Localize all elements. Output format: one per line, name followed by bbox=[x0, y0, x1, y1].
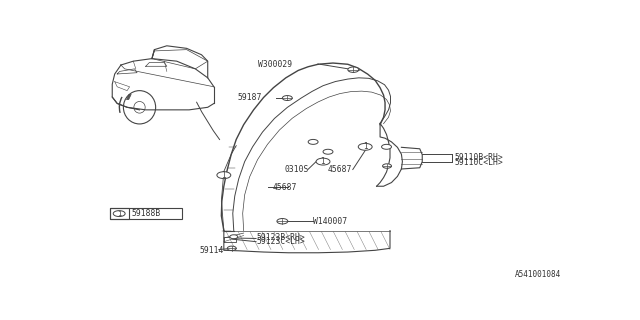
Circle shape bbox=[282, 96, 292, 100]
Text: W140007: W140007 bbox=[313, 217, 348, 226]
Text: 1: 1 bbox=[363, 142, 367, 151]
Text: 45687: 45687 bbox=[328, 165, 353, 174]
Text: 59188B: 59188B bbox=[132, 209, 161, 218]
Text: 59110B<RH>: 59110B<RH> bbox=[454, 153, 503, 163]
Text: 59114: 59114 bbox=[199, 246, 223, 255]
Circle shape bbox=[348, 67, 359, 72]
Circle shape bbox=[230, 235, 237, 239]
Text: 59110C<LH>: 59110C<LH> bbox=[454, 158, 503, 167]
Text: 1: 1 bbox=[321, 157, 325, 166]
Circle shape bbox=[358, 143, 372, 150]
Circle shape bbox=[323, 149, 333, 154]
Circle shape bbox=[227, 246, 236, 251]
Circle shape bbox=[277, 219, 288, 224]
Text: 1: 1 bbox=[221, 171, 226, 180]
Text: 1: 1 bbox=[117, 211, 122, 217]
Circle shape bbox=[113, 211, 125, 217]
Text: 45687: 45687 bbox=[273, 183, 297, 192]
Text: W300029: W300029 bbox=[257, 60, 292, 68]
Text: A541001084: A541001084 bbox=[515, 270, 561, 279]
Circle shape bbox=[308, 140, 318, 144]
Circle shape bbox=[383, 164, 392, 168]
Bar bbox=[110, 208, 182, 219]
Text: 59123B<RH>: 59123B<RH> bbox=[256, 234, 305, 243]
Circle shape bbox=[381, 144, 392, 149]
Text: 59123C<LH>: 59123C<LH> bbox=[256, 237, 305, 246]
Text: 0310S: 0310S bbox=[284, 165, 308, 174]
Circle shape bbox=[217, 172, 231, 179]
Circle shape bbox=[316, 158, 330, 165]
Bar bbox=[110, 208, 129, 219]
Text: 59187: 59187 bbox=[237, 93, 262, 102]
